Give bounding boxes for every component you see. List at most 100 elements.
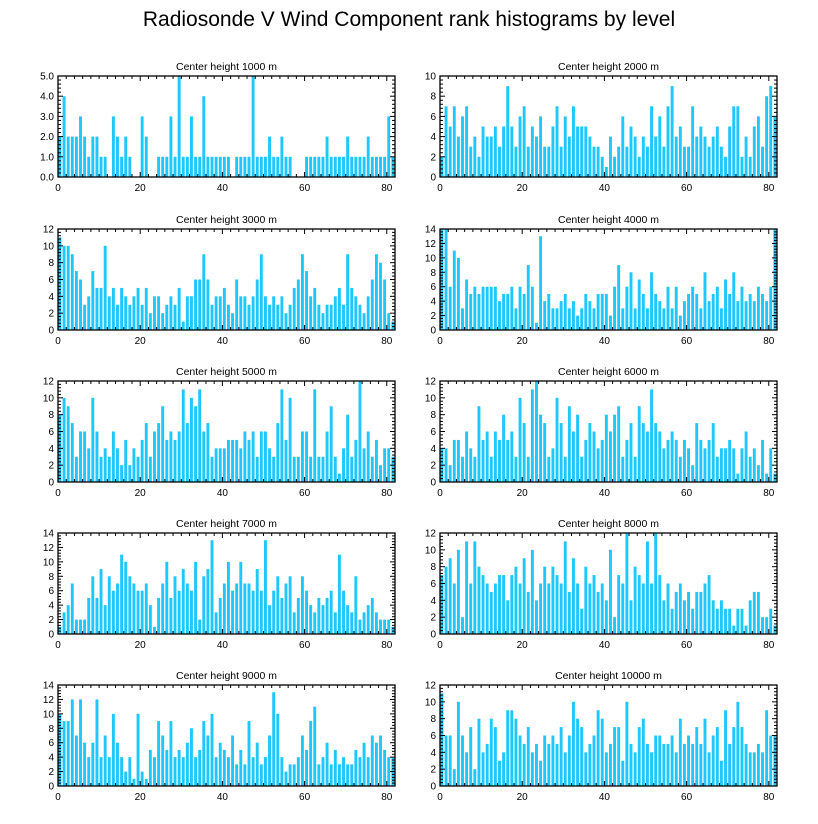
histogram-bar — [559, 583, 563, 634]
histogram-bar — [535, 600, 538, 634]
histogram-bar — [469, 583, 473, 634]
x-tick-label: 80 — [763, 792, 775, 803]
histogram-bar — [773, 116, 777, 177]
histogram-bar — [621, 583, 625, 634]
histogram-bar — [140, 304, 144, 330]
histogram-bar — [736, 473, 740, 482]
histogram-bar — [765, 96, 769, 177]
histogram-bar — [543, 301, 547, 330]
histogram-bar — [354, 576, 358, 634]
histogram-bar — [691, 608, 695, 634]
histogram-bar — [461, 735, 464, 786]
y-tick-label: 14 — [425, 225, 437, 236]
histogram-bar — [292, 456, 296, 482]
histogram-bar — [255, 156, 259, 177]
histogram-bar — [387, 757, 391, 786]
histogram-bar — [181, 389, 185, 482]
histogram-bar — [609, 549, 612, 634]
histogram-bar — [362, 313, 366, 330]
histogram-bar — [563, 752, 567, 786]
histogram-bar — [440, 693, 444, 786]
histogram-bar — [682, 600, 686, 634]
histogram-bar — [670, 735, 674, 786]
histogram-bar — [559, 423, 563, 482]
x-tick-label: 60 — [681, 640, 693, 651]
histogram-bar — [617, 575, 621, 634]
histogram-bar — [255, 279, 259, 330]
histogram-bar — [576, 718, 580, 786]
histogram-panel: Center height 6000 m 0 20 40 60 80 0 2 4 6 8 10 12 — [425, 366, 778, 499]
histogram-bar — [699, 308, 703, 330]
histogram-bar — [559, 146, 563, 177]
histogram-bar — [222, 448, 226, 482]
histogram-bar — [674, 591, 678, 634]
histogram-bar — [243, 296, 247, 330]
histogram-bar — [625, 439, 629, 482]
histogram-bar — [280, 597, 284, 634]
histogram-panel: Center height 7000 m 0 20 40 60 80 0 2 4 6 8 10 12 14 — [43, 518, 396, 651]
histogram-bar — [165, 561, 169, 634]
histogram-bar — [272, 692, 276, 786]
histogram-bar — [461, 617, 464, 634]
histogram-bar — [111, 116, 115, 177]
histogram-bar — [79, 619, 82, 634]
histogram-bar — [711, 136, 715, 177]
histogram-bar — [609, 315, 612, 330]
histogram-bar — [625, 701, 629, 786]
histogram-bar — [259, 431, 263, 482]
histogram-bar — [243, 583, 247, 634]
histogram-bar — [473, 541, 477, 634]
histogram-bar — [477, 718, 481, 786]
histogram-bar — [346, 136, 350, 177]
histogram-bar — [239, 156, 243, 177]
histogram-bar — [342, 304, 345, 330]
histogram-bar — [185, 156, 189, 177]
histogram-bar — [728, 743, 732, 786]
histogram-bar — [202, 254, 206, 330]
histogram-bar — [469, 293, 473, 330]
histogram-bar — [650, 272, 654, 330]
y-tick-label: 5.0 — [40, 72, 54, 83]
histogram-bar — [358, 304, 362, 330]
histogram-bar — [604, 600, 608, 634]
histogram-bar — [748, 293, 752, 330]
histogram-bar — [592, 146, 596, 177]
y-tick-label: 10 — [425, 697, 437, 708]
histogram-bar — [325, 742, 329, 786]
histogram-bar — [580, 308, 584, 330]
histogram-bar — [518, 397, 522, 482]
histogram-bar — [687, 448, 690, 482]
histogram-bar — [756, 116, 760, 177]
histogram-bar — [231, 313, 235, 330]
histogram-bar — [584, 566, 588, 634]
histogram-bar — [313, 287, 317, 330]
x-tick-label: 80 — [381, 640, 393, 651]
histogram-bar — [489, 136, 493, 177]
histogram-bar — [263, 757, 267, 786]
histogram-bar — [699, 126, 703, 177]
histogram-bar — [444, 229, 448, 330]
histogram-bar — [214, 296, 218, 330]
histogram-bar — [91, 576, 95, 634]
histogram-bar — [650, 389, 654, 482]
y-tick-label: 4 — [430, 297, 436, 308]
histogram-bar — [124, 771, 128, 786]
histogram-bar — [526, 727, 530, 786]
x-tick-label: 0 — [55, 488, 61, 499]
histogram-bar — [247, 156, 251, 177]
histogram-bar — [107, 456, 111, 482]
histogram-bar — [502, 752, 506, 786]
histogram-bar — [654, 136, 658, 177]
x-tick-label: 0 — [437, 336, 443, 347]
histogram-bar — [95, 431, 99, 482]
x-tick-label: 0 — [55, 183, 61, 194]
histogram-bar — [530, 389, 534, 482]
histogram-bar — [633, 752, 637, 786]
panel-title: Center height 10000 m — [555, 670, 662, 682]
x-tick-label: 40 — [217, 640, 229, 651]
histogram-bar — [370, 735, 374, 786]
y-tick-label: 6 — [48, 427, 54, 438]
histogram-bar — [272, 296, 276, 330]
histogram-bar — [309, 605, 313, 634]
histogram-bar — [268, 136, 272, 177]
